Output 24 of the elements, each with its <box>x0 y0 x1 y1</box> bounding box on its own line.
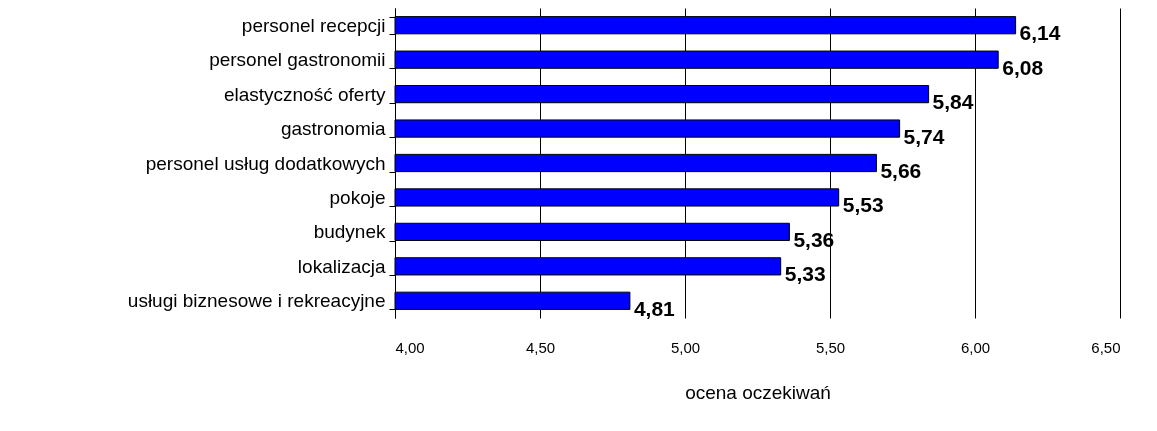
y-tick-label: usługi biznesowe i rekreacyjne <box>127 290 386 312</box>
y-tick-label: budynek <box>313 221 386 243</box>
x-tick-label: 5,50 <box>815 338 846 356</box>
x-tick-label: 5,00 <box>670 338 701 356</box>
x-tick-label: 6,50 <box>1091 338 1121 356</box>
data-label: 6,14 <box>1019 21 1061 45</box>
y-tick-label: lokalizacja <box>297 255 386 277</box>
y-tick-label: gastronomia <box>280 118 386 140</box>
data-label: 5,74 <box>903 124 945 148</box>
data-label: 4,81 <box>633 296 676 320</box>
y-tick-label: personel usług dodatkowych <box>145 152 386 174</box>
x-axis-title: ocena oczekiwań <box>685 381 831 403</box>
data-label: 5,33 <box>784 262 826 286</box>
y-tick-label: pokoje <box>329 186 386 208</box>
y-tick-label: personel gastronomii <box>209 49 386 71</box>
y-tick-label: personel recepcji <box>241 14 386 36</box>
x-tick-label: 6,00 <box>960 338 991 356</box>
data-label: 6,08 <box>1002 55 1044 79</box>
x-tick-label: 4,00 <box>395 338 425 356</box>
data-label: 5,53 <box>842 193 884 217</box>
x-tick-label: 4,50 <box>525 338 556 356</box>
y-tick-label: elastyczność oferty <box>223 83 386 105</box>
data-label: 5,84 <box>932 90 974 114</box>
data-label: 5,66 <box>880 159 922 182</box>
